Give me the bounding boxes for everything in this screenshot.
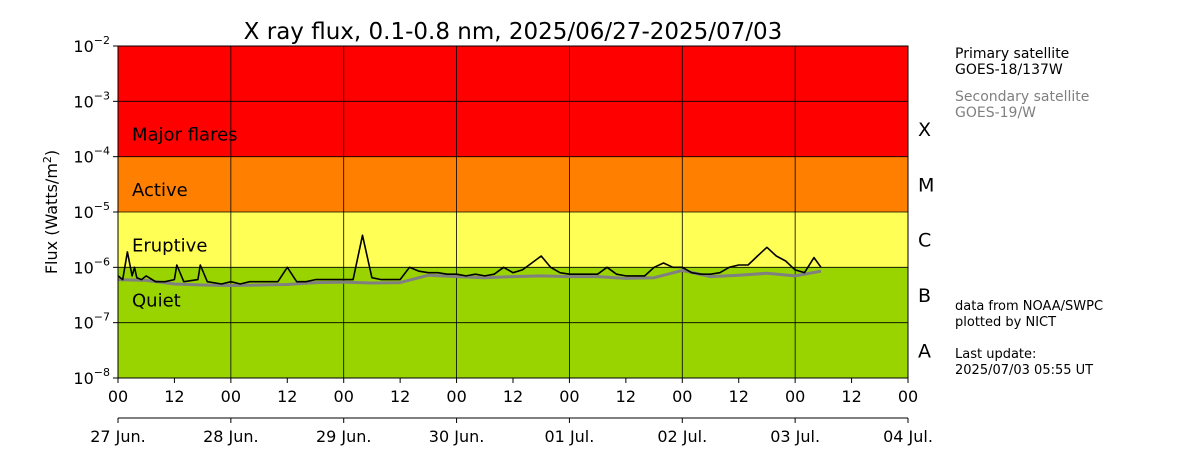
band-1 xyxy=(118,156,908,212)
secondary-satellite-title: Secondary satellite xyxy=(955,89,1090,105)
x-hour-label-0: 00 xyxy=(108,387,128,406)
x-hour-label-12: 00 xyxy=(785,387,805,406)
x-day-label-2: 29 Jun. xyxy=(316,427,372,446)
x-hour-label-3: 12 xyxy=(277,387,297,406)
band-2 xyxy=(118,212,908,268)
x-hour-label-14: 00 xyxy=(898,387,918,406)
y-tick-label-2: 10−6 xyxy=(73,255,110,277)
y-tick-label-5: 10−3 xyxy=(73,89,110,111)
x-hour-label-11: 12 xyxy=(729,387,749,406)
x-hour-label-2: 00 xyxy=(221,387,241,406)
x-day-label-0: 27 Jun. xyxy=(90,427,146,446)
x-day-label-4: 01 Jul. xyxy=(545,427,595,446)
grid xyxy=(118,46,908,378)
last-update-label: Last update: xyxy=(955,347,1037,362)
band-labels: Major flares Active Eruptive Quiet xyxy=(132,125,238,312)
data-credits: data from NOAA/SWPC plotted by NICT xyxy=(955,299,1103,331)
y-tick-label-1: 10−7 xyxy=(73,311,110,333)
chart-title: X ray flux, 0.1-0.8 nm, 2025/06/27-2025/… xyxy=(244,19,783,45)
y-axis: 10−8 10−7 10−6 10−5 10−4 10−3 10−2 xyxy=(73,34,118,388)
primary-satellite-title: Primary satellite xyxy=(955,46,1070,62)
x-day-label-5: 02 Jul. xyxy=(657,427,707,446)
x-hour-label-7: 12 xyxy=(503,387,523,406)
x-day-label-1: 28 Jun. xyxy=(203,427,259,446)
y-tick-label-4: 10−4 xyxy=(73,145,110,167)
x-hour-label-6: 00 xyxy=(446,387,466,406)
flare-class-M: M xyxy=(918,174,934,196)
data-source: data from NOAA/SWPC xyxy=(955,299,1104,314)
x-hour-label-10: 00 xyxy=(672,387,692,406)
band-label-0: Major flares xyxy=(132,125,238,146)
series-line-0 xyxy=(117,234,822,285)
y-tick-label-3: 10−5 xyxy=(73,200,110,222)
x-hour-label-8: 00 xyxy=(559,387,579,406)
y-tick-label-0: 10−8 xyxy=(73,366,110,388)
primary-satellite-legend: Primary satellite GOES-18/137W xyxy=(955,46,1069,78)
last-update-time: 2025/07/03 05:55 UT xyxy=(955,363,1094,378)
band-label-3: Quiet xyxy=(132,290,181,311)
plotted-by: plotted by NICT xyxy=(955,315,1057,330)
series-line-1 xyxy=(117,268,822,287)
secondary-satellite-name: GOES-19/W xyxy=(955,105,1037,121)
x-hour-label-5: 12 xyxy=(390,387,410,406)
band-label-2: Eruptive xyxy=(132,235,207,256)
y-axis-label: Flux (Watts/m2) xyxy=(41,150,61,274)
primary-satellite-name: GOES-18/137W xyxy=(955,62,1063,78)
flare-class-C: C xyxy=(918,230,931,252)
x-day-label-7: 04 Jul. xyxy=(883,427,933,446)
x-axis: 00 12 00 12 00 12 00 12 00 12 00 12 00 12 00 27 Jun. 28 … xyxy=(90,378,933,446)
flux-series xyxy=(117,234,822,287)
x-hour-label-4: 00 xyxy=(334,387,354,406)
flare-class-A: A xyxy=(918,340,931,362)
x-day-label-3: 30 Jun. xyxy=(429,427,485,446)
flare-class-X: X xyxy=(918,119,931,141)
x-hour-label-9: 12 xyxy=(616,387,636,406)
x-day-label-6: 03 Jul. xyxy=(770,427,820,446)
x-hour-label-13: 12 xyxy=(841,387,861,406)
flare-class-B: B xyxy=(918,285,931,307)
flare-class-labels: X M C B A xyxy=(918,119,934,362)
last-update: Last update: 2025/07/03 05:55 UT xyxy=(955,347,1093,379)
secondary-satellite-legend: Secondary satellite GOES-19/W xyxy=(955,89,1089,121)
x-hour-label-1: 12 xyxy=(164,387,184,406)
y-tick-label-6: 10−2 xyxy=(73,34,110,56)
band-label-1: Active xyxy=(132,180,188,201)
